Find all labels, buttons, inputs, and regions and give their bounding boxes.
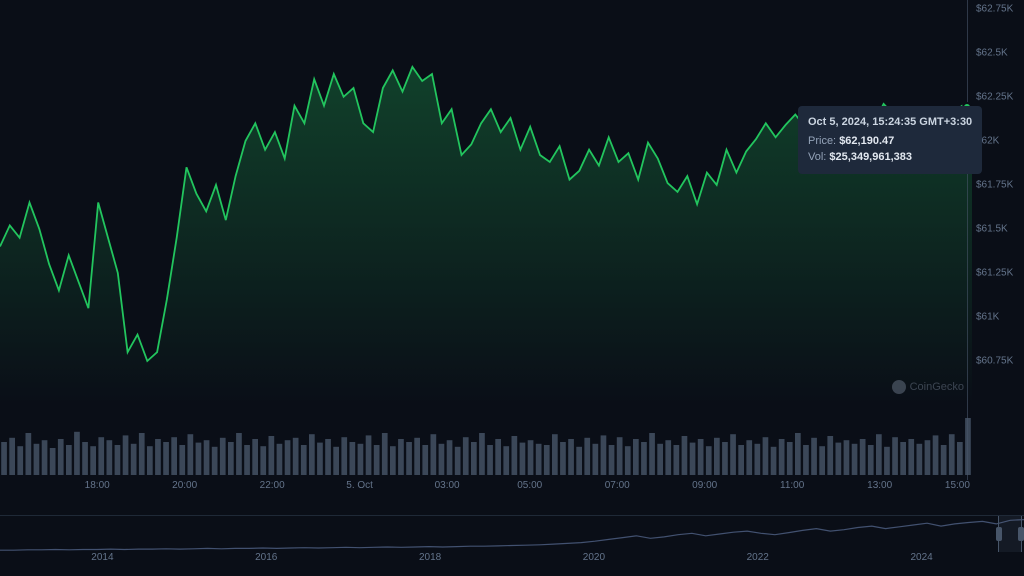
tooltip-time: Oct 5, 2024, 15:24:35 GMT+3:30 bbox=[808, 114, 972, 131]
x-axis-label: 05:00 bbox=[517, 480, 542, 491]
y-axis-label: $62.25K bbox=[976, 91, 1013, 102]
x-axis-label: 07:00 bbox=[605, 480, 630, 491]
tooltip-vol-value: $25,349,961,383 bbox=[829, 151, 912, 163]
y-axis-label: $62.5K bbox=[976, 47, 1008, 58]
navigator-chart[interactable]: 2014 2016 2018 2020 2022 2024 bbox=[0, 515, 1024, 565]
watermark-text: CoinGecko bbox=[910, 381, 964, 393]
navigator-x-label: 2016 bbox=[255, 552, 277, 563]
x-axis-label: 15:00 bbox=[945, 480, 970, 491]
y-axis-label: $62.75K bbox=[976, 3, 1013, 14]
y-axis-label: $61K bbox=[976, 311, 999, 322]
x-axis-label: 03:00 bbox=[435, 480, 460, 491]
y-axis-label: $61.25K bbox=[976, 267, 1013, 278]
y-axis-label: $61.75K bbox=[976, 179, 1013, 190]
watermark: CoinGecko bbox=[892, 380, 964, 394]
navigator-window[interactable] bbox=[998, 516, 1022, 552]
x-axis-label: 22:00 bbox=[260, 480, 285, 491]
crosshair bbox=[967, 0, 968, 480]
navigator-handle-left[interactable] bbox=[996, 527, 1002, 541]
x-axis-label: 09:00 bbox=[692, 480, 717, 491]
coingecko-icon bbox=[892, 380, 906, 394]
chart-container: $60.75K$61K$61.25K$61.5K$61.75K$62K$62.2… bbox=[0, 0, 1024, 576]
navigator-x-label: 2024 bbox=[910, 552, 932, 563]
y-axis: $60.75K$61K$61.25K$61.5K$61.75K$62K$62.2… bbox=[972, 0, 1024, 405]
tooltip-vol-label: Vol: bbox=[808, 151, 826, 163]
y-axis-label: $60.75K bbox=[976, 355, 1013, 366]
navigator-x-label: 2014 bbox=[91, 552, 113, 563]
x-axis-label: 5. Oct bbox=[346, 480, 373, 491]
price-tooltip: Oct 5, 2024, 15:24:35 GMT+3:30 Price: $6… bbox=[798, 106, 982, 174]
navigator-x-axis: 2014 2016 2018 2020 2022 2024 bbox=[0, 552, 1024, 566]
x-axis-label: 20:00 bbox=[172, 480, 197, 491]
tooltip-price-label: Price: bbox=[808, 135, 836, 147]
x-axis-label: 11:00 bbox=[780, 480, 804, 491]
price-chart[interactable] bbox=[0, 0, 972, 405]
navigator-x-label: 2020 bbox=[583, 552, 605, 563]
x-axis: 18:00 20:00 22:00 5. Oct 03:00 05:00 07:00 09:0… bbox=[0, 480, 972, 498]
navigator-x-label: 2022 bbox=[747, 552, 769, 563]
tooltip-price-value: $62,190.47 bbox=[839, 135, 894, 147]
volume-chart[interactable] bbox=[0, 415, 972, 475]
x-axis-label: 18:00 bbox=[85, 480, 110, 491]
navigator-handle-right[interactable] bbox=[1018, 527, 1024, 541]
x-axis-label: 13:00 bbox=[867, 480, 892, 491]
y-axis-label: $61.5K bbox=[976, 223, 1008, 234]
navigator-x-label: 2018 bbox=[419, 552, 441, 563]
